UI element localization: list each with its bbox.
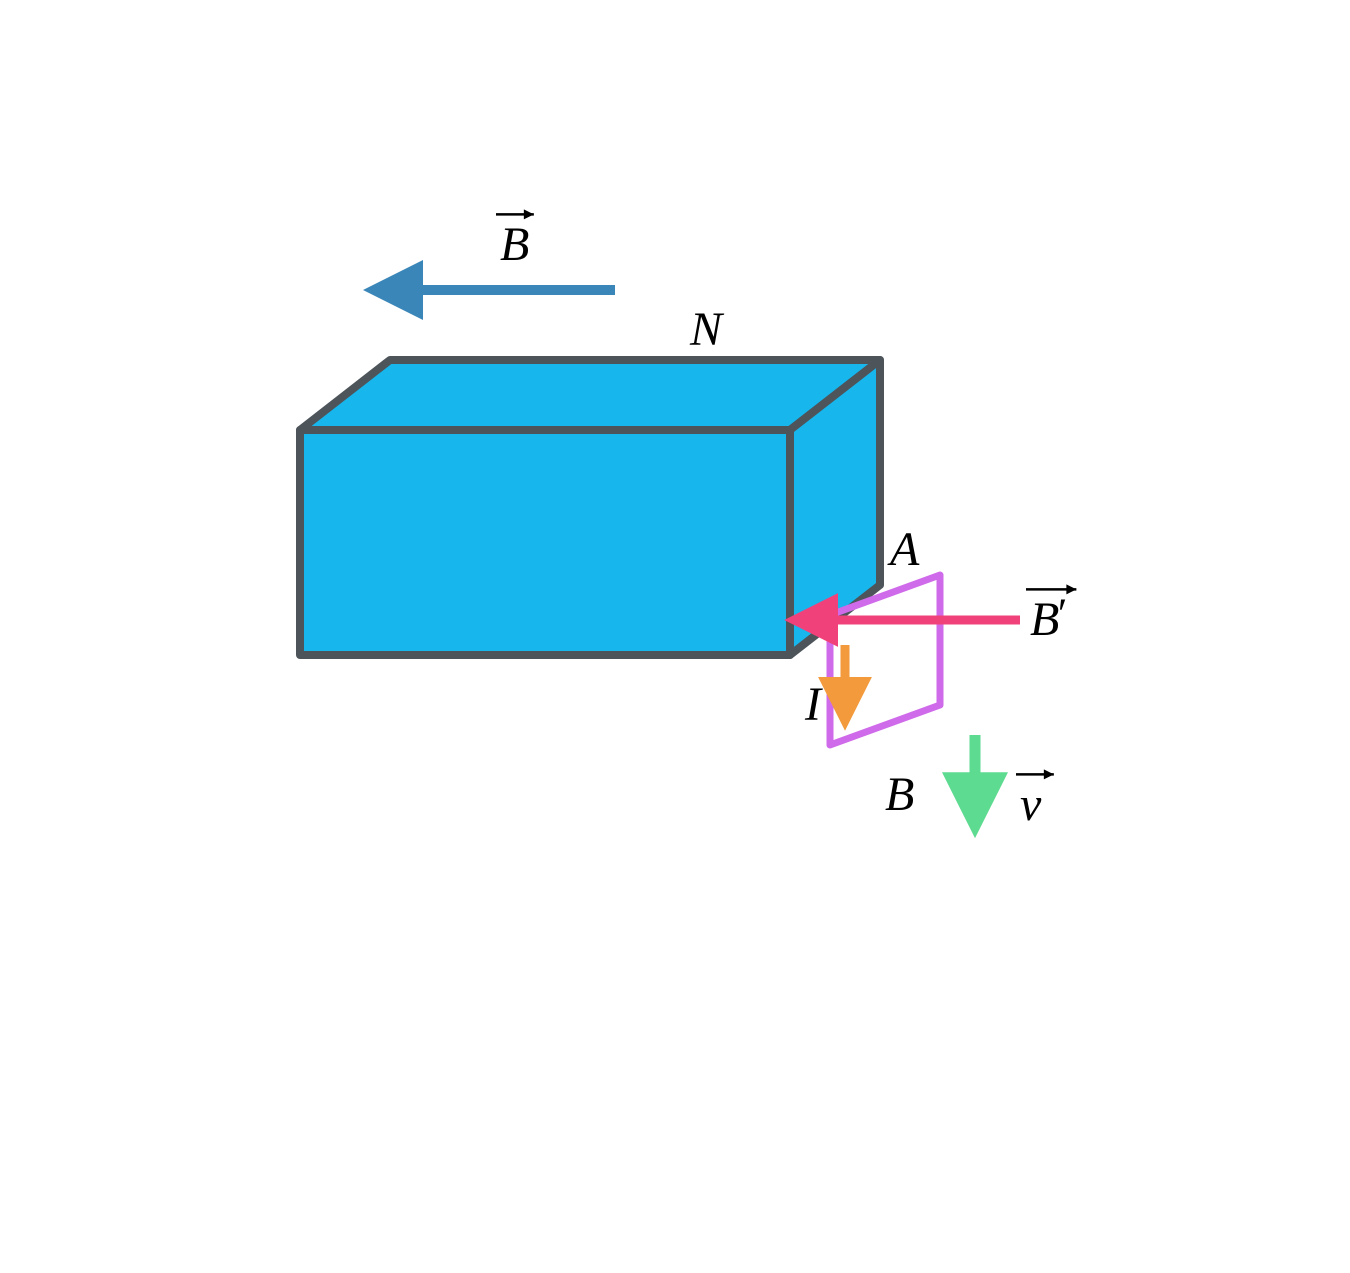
magnet-block (300, 360, 880, 655)
svg-text:N: N (689, 303, 725, 356)
diagram-canvas: BNABB′Iv (0, 0, 1350, 1273)
label-B_point: B (885, 768, 914, 821)
label-A: A (887, 523, 920, 576)
svg-text:A: A (887, 523, 920, 576)
svg-text:B: B (500, 218, 529, 271)
svg-text:v: v (1020, 778, 1042, 831)
svg-text:B: B (885, 768, 914, 821)
label-B_field: B (496, 209, 534, 271)
svg-text:′: ′ (1058, 591, 1067, 638)
svg-text:I: I (804, 678, 823, 731)
svg-text:B: B (1030, 593, 1059, 646)
label-B_prime: B′ (1026, 584, 1076, 646)
label-v: v (1016, 769, 1054, 831)
label-N: N (689, 303, 725, 356)
label-I: I (804, 678, 823, 731)
